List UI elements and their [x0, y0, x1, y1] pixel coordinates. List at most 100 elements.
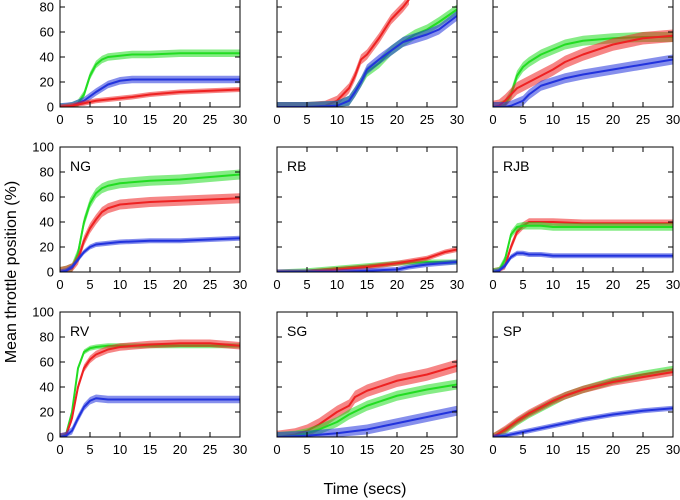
x-tick-label: 0	[273, 442, 280, 457]
x-tick-label: 30	[450, 277, 464, 292]
x-tick-label: 30	[666, 277, 680, 292]
x-tick-label: 30	[233, 277, 247, 292]
panel-rb: 0 5 10 15 20 25 30 RB	[273, 146, 464, 292]
y-tick-label: 60	[40, 25, 54, 40]
series-line-red	[493, 34, 673, 107]
y-tick-label: 20	[40, 405, 54, 420]
y-tick-label: 20	[40, 240, 54, 255]
panel-ng: 0 5 10 15 20 25 30 0 20 40 60 80 100 NG	[32, 140, 247, 293]
x-tick-label: 30	[450, 442, 464, 457]
y-tick-label: 100	[32, 140, 54, 155]
y-tick-label: 0	[47, 100, 54, 115]
x-tick-label: 15	[360, 112, 374, 127]
x-tick-label: 20	[173, 442, 187, 457]
x-tick-label: 25	[636, 442, 650, 457]
panel-rv: 0 5 10 15 20 25 30 0 20 40 60 80 100 RV	[32, 305, 247, 458]
x-tick-label: 15	[576, 112, 590, 127]
x-tick-label: 10	[330, 442, 344, 457]
plot-area	[493, 365, 673, 437]
series-band-red	[277, 359, 457, 437]
series-band-red	[277, 0, 409, 107]
x-tick-label: 0	[273, 277, 280, 292]
series-line-blue	[277, 14, 457, 107]
x-tick-label: 0	[56, 277, 63, 292]
x-tick-label: 25	[420, 277, 434, 292]
y-tick-label: 40	[40, 380, 54, 395]
x-tick-label: 20	[173, 112, 187, 127]
x-tick-label: 5	[519, 277, 526, 292]
x-tick-label: 20	[606, 112, 620, 127]
series-line-blue	[493, 252, 673, 272]
y-tick-label: 0	[47, 430, 54, 445]
x-tick-label: 10	[546, 112, 560, 127]
series-band-green	[60, 169, 240, 272]
y-tick-label: 100	[32, 305, 54, 320]
x-tick-label: 5	[303, 112, 310, 127]
series-band-red	[60, 193, 240, 272]
series-band-blue	[60, 75, 240, 107]
series-line-red	[60, 88, 240, 107]
x-tick-label: 15	[576, 277, 590, 292]
panel-sp: 0 5 10 15 20 25 30 SP	[489, 311, 680, 457]
panel-top-2: 0 5 10 15 20 25 30	[273, 0, 464, 127]
series-band-green	[493, 222, 673, 272]
panel-top-3: 0 5 10 15 20 25 30	[489, 0, 680, 127]
x-tick-label: 5	[303, 277, 310, 292]
y-tick-label: 20	[40, 75, 54, 90]
x-tick-label: 10	[330, 277, 344, 292]
x-tick-label: 0	[56, 112, 63, 127]
panel-top-1: 0 5 10 15 20 25 30 0 20 40 60 80	[40, 0, 247, 127]
x-tick-label: 25	[636, 277, 650, 292]
x-tick-label: 5	[86, 112, 93, 127]
y-tick-label: 60	[40, 190, 54, 205]
y-tick-label: 60	[40, 355, 54, 370]
x-tick-label: 25	[636, 112, 650, 127]
x-tick-label: 15	[143, 277, 157, 292]
x-tick-label: 10	[113, 442, 127, 457]
x-tick-label: 10	[546, 442, 560, 457]
series-line-red	[493, 371, 673, 437]
x-tick-label: 15	[360, 277, 374, 292]
x-tick-label: 30	[666, 442, 680, 457]
panel-label: NG	[70, 158, 91, 174]
x-tick-label: 20	[390, 277, 404, 292]
x-tick-label: 30	[450, 112, 464, 127]
x-tick-label: 5	[86, 442, 93, 457]
panel-label: SG	[287, 323, 307, 339]
plot-area	[493, 29, 673, 107]
series-band-blue	[60, 235, 240, 272]
x-tick-label: 20	[390, 112, 404, 127]
x-tick-label: 0	[56, 442, 63, 457]
x-tick-label: 0	[489, 277, 496, 292]
series-band-green	[277, 379, 457, 437]
x-tick-label: 0	[273, 112, 280, 127]
plot-area	[60, 49, 240, 107]
series-band-red	[60, 339, 240, 437]
plot-area	[277, 0, 457, 107]
x-tick-label: 15	[360, 442, 374, 457]
x-axis-title: Time (secs)	[324, 481, 407, 498]
x-tick-label: 10	[113, 112, 127, 127]
plot-area	[60, 169, 240, 272]
series-line-green	[493, 224, 673, 272]
x-tick-label: 30	[233, 442, 247, 457]
x-tick-label: 5	[303, 442, 310, 457]
y-tick-label: 40	[40, 50, 54, 65]
plot-area	[277, 359, 457, 437]
panel-label: RJB	[503, 158, 529, 174]
x-tick-label: 30	[666, 112, 680, 127]
series-band-blue	[60, 394, 240, 437]
series-band-blue	[277, 259, 457, 272]
series-band-blue	[277, 405, 457, 437]
x-tick-label: 25	[420, 442, 434, 457]
x-tick-label: 5	[86, 277, 93, 292]
x-tick-label: 25	[420, 112, 434, 127]
series-line-blue	[493, 407, 673, 437]
series-band-green	[60, 343, 240, 437]
x-tick-label: 20	[606, 442, 620, 457]
y-tick-label: 80	[40, 330, 54, 345]
series-band-red	[493, 368, 673, 437]
x-tick-label: 25	[203, 277, 217, 292]
x-tick-label: 25	[203, 442, 217, 457]
panel-label: RB	[287, 158, 306, 174]
